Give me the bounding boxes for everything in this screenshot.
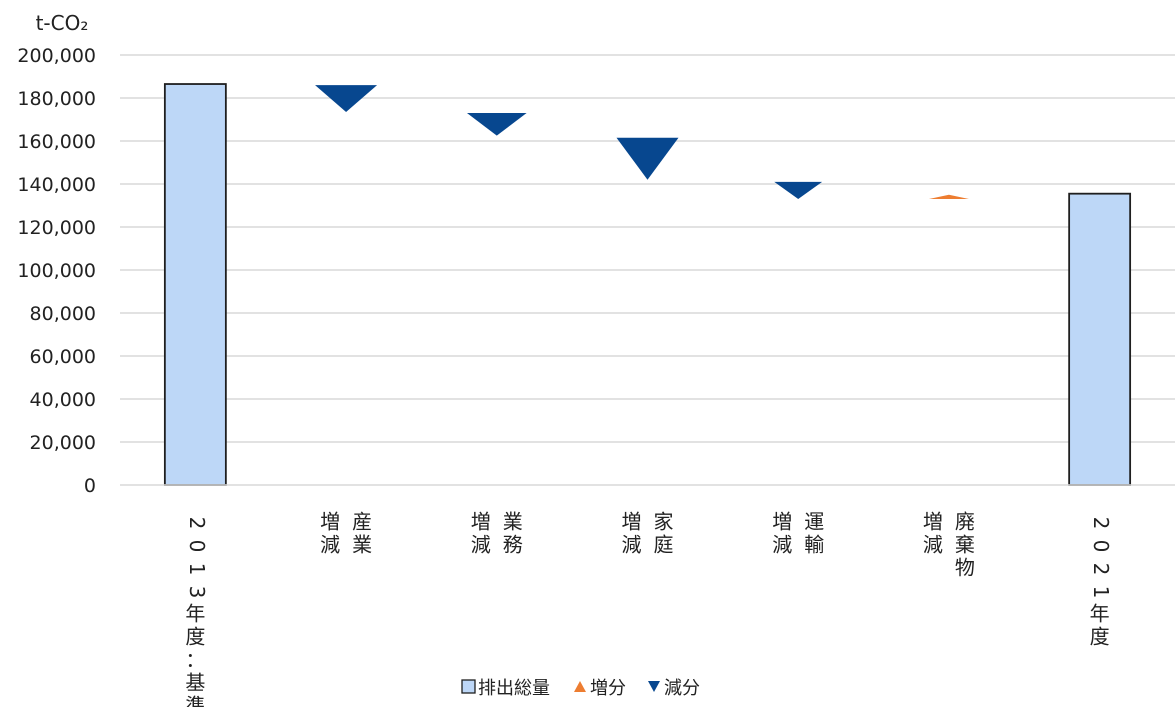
decrease-marker	[466, 113, 527, 136]
y-tick-label: 0	[84, 475, 96, 497]
category-label-char: 2	[185, 517, 209, 530]
category-label-char: 1	[1089, 586, 1113, 599]
legend-increase-swatch	[574, 681, 586, 692]
category-label-char: 務	[503, 533, 523, 557]
category-label-char: 家	[654, 510, 674, 534]
category-label-char: 増	[772, 510, 792, 534]
total-bar	[1068, 192, 1132, 486]
category-label-char: 年	[1090, 602, 1110, 626]
y-tick-label: 40,000	[30, 389, 96, 411]
category-label-char: 3	[185, 586, 209, 599]
y-tick-label: 180,000	[17, 88, 96, 110]
legend-decrease-swatch	[648, 681, 660, 692]
y-tick-label: 20,000	[30, 432, 96, 454]
category-label-char: 廃	[955, 510, 975, 534]
category-label-char: 棄	[955, 533, 975, 557]
increase-marker	[928, 194, 969, 200]
y-tick-label: 120,000	[17, 217, 96, 239]
y-tick-label: 60,000	[30, 346, 96, 368]
category-label-char: 減	[471, 533, 491, 557]
decrease-marker	[616, 137, 679, 180]
legend-label: 増分	[590, 678, 626, 699]
category-label-char: 0	[185, 540, 209, 553]
legend-label: 減分	[664, 678, 700, 699]
category-label-char: 2	[1089, 517, 1113, 530]
y-tick-label: 140,000	[17, 174, 96, 196]
category-label-char: 増	[923, 510, 943, 534]
y-axis-unit-label: t-CO₂	[36, 11, 89, 35]
category-label-char: 度	[1090, 625, 1110, 649]
category-label-char: 度	[185, 625, 205, 649]
category-label-char: 2	[1089, 563, 1113, 576]
legend: 排出総量 増分 減分	[461, 678, 700, 699]
category-label-char: 運	[804, 510, 824, 534]
decrease-marker	[315, 85, 378, 112]
legend-total-swatch	[461, 679, 476, 694]
category-label-char: 準	[185, 694, 205, 708]
gridlines	[120, 54, 1175, 443]
y-tick-label: 160,000	[17, 131, 96, 153]
category-label-char: 業	[503, 510, 523, 534]
y-axis-ticks: 0 20,000 40,000 60,000 80,000 100,000 120,000 1…	[17, 45, 96, 497]
category-label-char: 減	[923, 533, 943, 557]
category-label-char: 基	[185, 671, 205, 695]
category-label-char: 減	[622, 533, 642, 557]
y-tick-label: 100,000	[17, 260, 96, 282]
category-label-char: 産	[352, 510, 372, 534]
category-label-char: 減	[320, 533, 340, 557]
decrease-marker	[774, 181, 823, 200]
total-bar	[163, 83, 227, 486]
data-marks	[163, 83, 1132, 486]
category-label-char: 0	[1089, 540, 1113, 553]
category-label-char: 業	[352, 533, 372, 557]
y-tick-label: 80,000	[30, 303, 96, 325]
category-label-char: ：	[185, 648, 205, 672]
category-label-char: 年	[185, 602, 205, 626]
category-label-char: 1	[185, 563, 209, 576]
category-label-char: 増	[622, 510, 642, 534]
category-label-char: 減	[772, 533, 792, 557]
category-label-char: 増	[471, 510, 491, 534]
category-label-char: 庭	[654, 533, 674, 557]
category-label-char: 輸	[804, 533, 824, 557]
category-label-char: 物	[955, 556, 975, 580]
y-tick-label: 200,000	[17, 45, 96, 67]
category-label-char: 増	[320, 510, 340, 534]
legend-label: 排出総量	[478, 678, 550, 699]
